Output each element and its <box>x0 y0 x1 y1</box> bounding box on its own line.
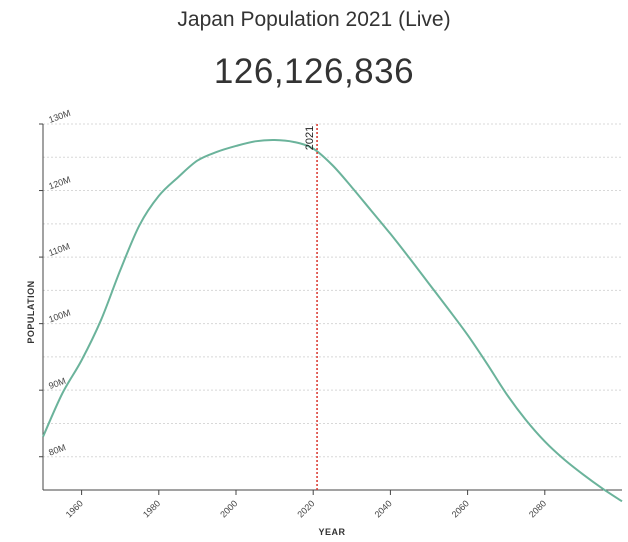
y-tick-label: 110M <box>47 241 71 258</box>
x-tick-label: 2000 <box>218 498 239 519</box>
population-line <box>42 138 623 503</box>
x-tick-label: 1960 <box>64 498 85 519</box>
x-axis-title: YEAR <box>318 527 345 537</box>
axes <box>39 123 622 495</box>
page-title: Japan Population 2021 (Live) <box>177 8 451 31</box>
x-tick-label: 2020 <box>295 498 316 519</box>
x-tick-label: 1980 <box>141 498 162 519</box>
y-tick-label: 80M <box>47 442 67 457</box>
x-tick-label: 2080 <box>527 498 548 519</box>
x-tick-label: 2060 <box>450 498 471 519</box>
live-population-counter: 126,126,836 <box>213 52 415 91</box>
y-axis-title: POPULATION <box>26 280 36 343</box>
marker-label: 2021 <box>304 126 316 150</box>
y-tick-label: 130M <box>47 108 72 125</box>
series-layer <box>42 138 623 503</box>
year-marker: 2021 <box>304 124 318 490</box>
y-tick-label: 120M <box>47 174 72 191</box>
y-tick-label: 100M <box>47 307 72 324</box>
x-tick-label: 2040 <box>373 498 394 519</box>
grid-lines <box>43 123 622 458</box>
